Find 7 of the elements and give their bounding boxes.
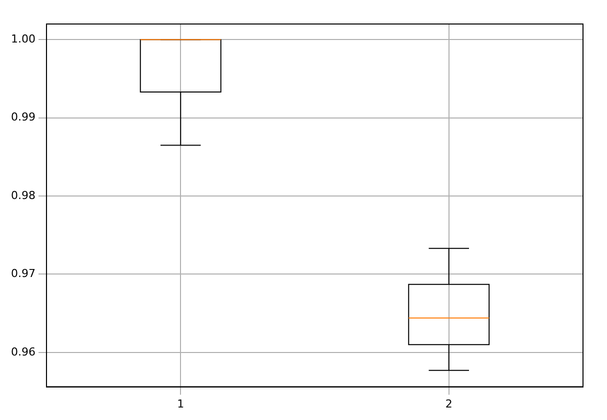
y-tick-label: 0.98 xyxy=(10,188,36,202)
x-tick-label: 1 xyxy=(177,397,184,410)
y-tick-label: 0.97 xyxy=(10,267,36,280)
y-tick-label: 0.96 xyxy=(10,345,36,358)
x-tick-label: 2 xyxy=(445,397,452,410)
y-tick-label: 0.99 xyxy=(10,110,36,124)
y-tick-label: 1.00 xyxy=(10,32,36,46)
